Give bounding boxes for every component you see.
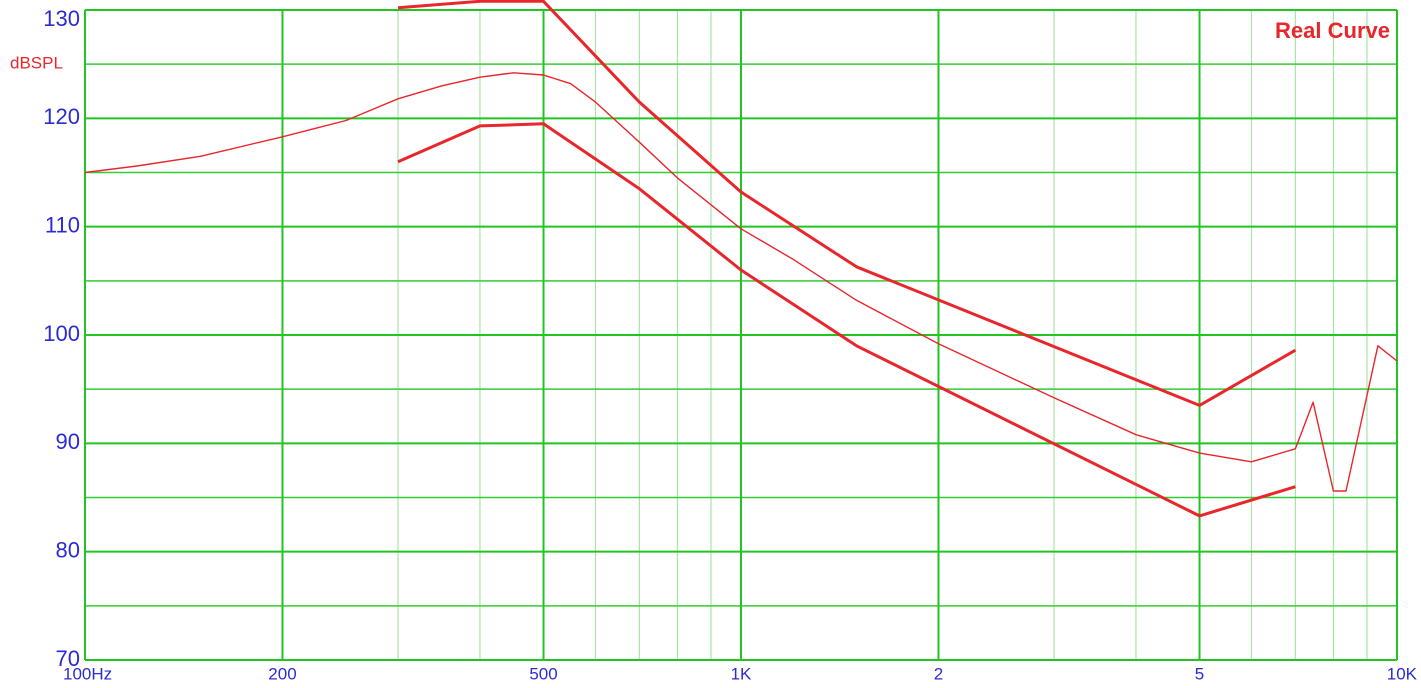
y-tick-label: 120 <box>43 104 80 129</box>
y-axis-label: dBSPL <box>10 53 63 72</box>
x-tick-label: 1K <box>731 664 752 683</box>
data-line <box>84 72 1398 492</box>
y-tick-label: 70 <box>56 646 80 671</box>
data-line <box>397 0 1297 407</box>
x-tick-label: 5 <box>1195 664 1204 683</box>
y-tick-label: 110 <box>45 212 80 237</box>
x-tick-label: 100Hz <box>63 664 112 683</box>
data-line <box>397 122 1296 518</box>
x-tick-label: 500 <box>529 664 557 683</box>
y-tick-label: 80 <box>56 537 80 562</box>
x-tick-label: 2 <box>934 664 943 683</box>
x-tick-label: 200 <box>268 664 296 683</box>
chart-title: Real Curve <box>1275 18 1390 43</box>
y-tick-label: 90 <box>56 429 80 454</box>
x-tick-label: 10K <box>1387 664 1418 683</box>
y-tick-label: 100 <box>43 321 80 346</box>
y-tick-label: 130 <box>43 6 80 31</box>
